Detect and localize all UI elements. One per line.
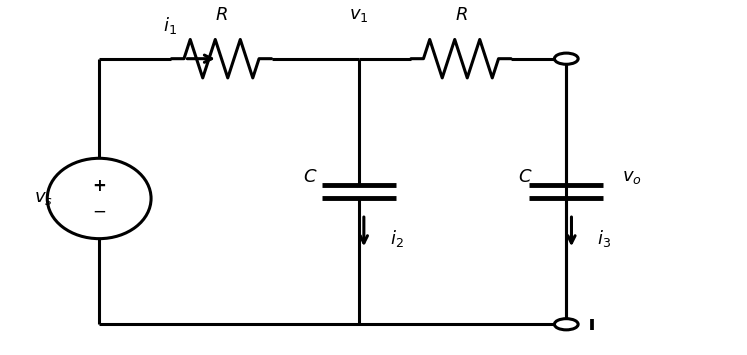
Text: $i_1$: $i_1$ [163, 15, 176, 36]
Text: $v_1$: $v_1$ [349, 6, 368, 24]
Text: $C$: $C$ [518, 169, 533, 186]
Text: $C$: $C$ [303, 169, 318, 186]
Text: $R$: $R$ [215, 6, 228, 24]
Circle shape [554, 53, 578, 64]
Circle shape [554, 319, 578, 330]
Text: $i_2$: $i_2$ [390, 228, 403, 249]
Text: $i_3$: $i_3$ [598, 228, 611, 249]
Text: $v_s$: $v_s$ [34, 190, 53, 207]
Text: $R$: $R$ [455, 6, 468, 24]
Text: $v_o$: $v_o$ [622, 169, 642, 186]
Text: +: + [92, 176, 106, 195]
Text: $-$: $-$ [92, 202, 106, 219]
